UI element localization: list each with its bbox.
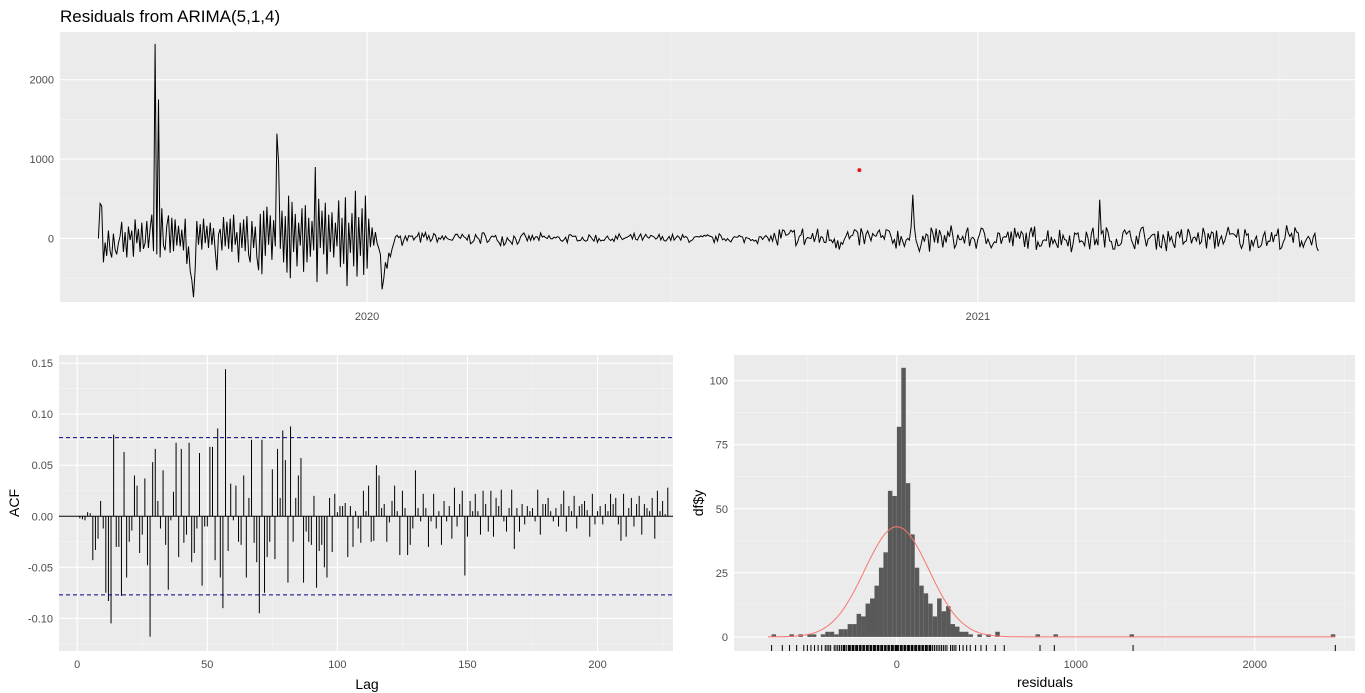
histogram-bar [905, 483, 911, 637]
acf-x-tick-label: 0 [74, 659, 80, 671]
hist-x-tick-label: 0 [894, 659, 900, 671]
histogram-bar [887, 490, 893, 637]
histogram-bar [919, 585, 924, 637]
histogram-bar [959, 631, 964, 637]
hist-x-tick-label: 1000 [1064, 659, 1088, 671]
ts-y-tick-label: 0 [48, 233, 54, 245]
acf-x-tick-label: 100 [328, 659, 346, 671]
histogram-bar [946, 606, 951, 637]
histogram-bar [932, 616, 938, 637]
acf-plot-axes: -0.10 -0.05 0.00 0.05 0.10 0.15 0 50 100 150 200 [28, 358, 607, 671]
histogram-bar [995, 631, 1000, 637]
histogram-bar [1053, 634, 1058, 637]
hist-y-tick-label: 75 [716, 440, 728, 452]
histogram-bar [852, 624, 857, 637]
top-chart-title: Residuals from ARIMA(5,1,4) [60, 7, 280, 26]
histogram-bar [896, 426, 902, 637]
hist-y-tick-label: 0 [722, 632, 728, 644]
residual-plot-panel [60, 32, 1355, 302]
histogram-bar [963, 631, 969, 637]
histogram-bar [1129, 634, 1134, 637]
histogram-bar [834, 634, 839, 637]
ts-y-tick-label: 1000 [30, 154, 54, 166]
histogram-bar [923, 593, 929, 637]
histogram-bar [986, 634, 991, 637]
acf-y-tick-label: -0.10 [28, 613, 53, 625]
histogram-bar [843, 629, 848, 637]
histogram-bar [874, 585, 879, 637]
histogram-bar [807, 634, 812, 637]
histogram-bar [820, 634, 826, 637]
histogram-bar [865, 603, 871, 637]
histogram-rug [771, 645, 1336, 651]
acf-y-tick-label: -0.05 [28, 562, 53, 574]
ts-y-tick-label: 2000 [30, 75, 54, 87]
histogram-bars [771, 367, 1336, 637]
residual-plot-axes: 0 1000 2000 2020 2021 [30, 75, 991, 323]
outlier-point [857, 168, 862, 173]
histogram-bar [771, 634, 777, 637]
histogram-bar [955, 626, 960, 637]
histogram-bar [1035, 634, 1041, 637]
histogram-panel [734, 355, 1355, 651]
histogram-bar [928, 603, 933, 637]
histogram-x-axis-label: residuals [1017, 674, 1073, 690]
histogram-bar [856, 613, 862, 637]
acf-y-tick-label: 0.05 [32, 460, 53, 472]
histogram-y-axis-label: df$y [690, 490, 706, 516]
ts-x-tick-label: 2020 [355, 311, 379, 323]
acf-bars [59, 369, 673, 637]
hist-y-tick-label: 50 [716, 504, 728, 516]
histogram-bar [811, 634, 817, 637]
acf-y-axis-label: ACF [6, 489, 22, 517]
acf-x-tick-label: 200 [588, 659, 606, 671]
ts-x-tick-label: 2021 [966, 311, 990, 323]
hist-x-tick-label: 2000 [1243, 659, 1267, 671]
acf-y-tick-label: 0.10 [32, 409, 53, 421]
histogram-bar [910, 534, 915, 637]
histogram-bar [861, 616, 866, 637]
acf-x-tick-label: 150 [458, 659, 476, 671]
histogram-bar [968, 634, 973, 637]
acf-x-axis-label: Lag [355, 676, 378, 692]
histogram-bar [838, 629, 844, 637]
histogram-bar [892, 495, 897, 637]
hist-y-tick-label: 100 [710, 376, 728, 388]
hist-y-tick-label: 25 [716, 568, 728, 580]
residual-line [97, 43, 1319, 298]
histogram-bar [977, 634, 982, 637]
histogram-bar [950, 624, 956, 637]
residual-line-series [97, 43, 1319, 298]
histogram-bar [901, 367, 906, 637]
histogram-bar [883, 552, 888, 637]
acf-x-tick-label: 50 [201, 659, 213, 671]
histogram-bar [1330, 634, 1336, 637]
histogram-bar [870, 598, 875, 637]
histogram-bar [878, 567, 884, 637]
acf-y-tick-label: 0.15 [32, 358, 53, 370]
acf-plot-grid [59, 355, 673, 651]
histogram-bar [789, 634, 794, 637]
histogram-density-curve [768, 526, 1336, 638]
density-curve [768, 526, 1336, 638]
acf-y-tick-label: 0.00 [32, 511, 53, 523]
acf-plot-panel [59, 355, 673, 651]
histogram-bar [941, 611, 947, 637]
histogram-bar [829, 631, 835, 637]
histogram-bar [825, 631, 830, 637]
histogram-bar [847, 624, 853, 637]
histogram-bar [937, 598, 942, 637]
histogram-bar [914, 567, 920, 637]
